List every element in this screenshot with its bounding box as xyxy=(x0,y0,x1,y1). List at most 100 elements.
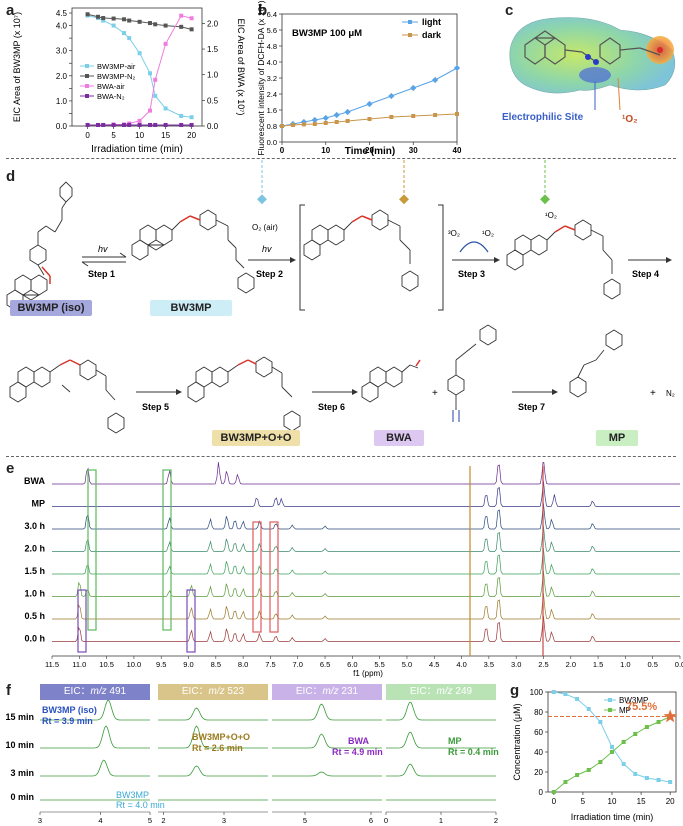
g-point xyxy=(563,692,568,696)
a-ytick-left-label: 3.0 xyxy=(56,47,68,56)
singlet-oxygen-label: ¹O₂ xyxy=(622,114,638,125)
chart-b-title: BW3MP 100 μM xyxy=(292,28,362,39)
nmr-row-label: 0.5 h xyxy=(24,611,45,621)
chart-a-ylabel-left: EIC Area of BW3MP (x 10⁷) xyxy=(12,12,22,122)
g-ytick-label: 80 xyxy=(534,708,543,717)
b-point xyxy=(334,120,339,124)
nmr-xtick-label: 0.0 xyxy=(675,660,683,669)
a-point xyxy=(179,13,184,18)
eic-tick-label: 5 xyxy=(303,816,307,825)
singlet-o2: ¹O₂ xyxy=(482,229,494,238)
nmr-xtick-label: 2.0 xyxy=(566,660,576,669)
g-point xyxy=(598,760,603,764)
b-point xyxy=(322,114,329,122)
ann-mp-rt: Rt = 0.4 min xyxy=(448,747,499,757)
a-point xyxy=(127,122,132,127)
a-point xyxy=(163,122,168,127)
chart-g: 0 20 40 60 80 100 0 5 10 15 20 Concentration (μM)… xyxy=(512,688,677,822)
nmr-xtick-label: 5.0 xyxy=(402,660,412,669)
molecule-bwa xyxy=(361,364,419,403)
box-red-1 xyxy=(252,521,262,633)
a-point xyxy=(137,118,142,123)
b-point xyxy=(389,115,394,119)
panel-letter-f: f xyxy=(6,682,11,699)
a-ytick-left-label: 1.0 xyxy=(56,97,68,106)
a-legend-label: BWA-N₂ xyxy=(97,92,125,101)
a-point xyxy=(163,41,168,46)
a-point xyxy=(148,21,152,26)
g-xtick-label: 0 xyxy=(552,797,557,806)
eic-header-1: EIC：m/z 523 xyxy=(158,684,268,700)
g-ytick-label: 60 xyxy=(534,728,543,737)
nmr-spectrum xyxy=(52,480,680,507)
b-ytick-label: 0.0 xyxy=(267,138,277,147)
nmr-xtick-label: 10.0 xyxy=(127,660,142,669)
g-legend-label: BW3MP xyxy=(619,696,648,705)
b-point xyxy=(455,112,459,116)
b-legend-label: dark xyxy=(422,30,442,40)
g-point xyxy=(551,690,556,694)
nmr-row-label: 1.0 h xyxy=(24,589,45,599)
chart-a-frame xyxy=(71,7,203,127)
chart-a-ylabel-right: EIC Area of BWA (x 10⁷) xyxy=(236,19,246,116)
box-red-2 xyxy=(269,521,279,633)
b-legend-marker xyxy=(408,20,412,24)
molecule-bw3mp-iso xyxy=(6,181,73,311)
g-point xyxy=(575,697,580,701)
nmr-xtick-label: 6.0 xyxy=(347,660,357,669)
g-xtick-label: 20 xyxy=(666,797,675,806)
ann-o-o-rt: Rt = 2.6 min xyxy=(192,743,243,753)
a-ytick-right-label: 0.5 xyxy=(207,96,219,105)
b-ytick-label: 3.2 xyxy=(267,74,277,83)
a-point xyxy=(189,122,194,127)
nmr-xtick-label: 1.5 xyxy=(593,660,603,669)
a-ytick-left-label: 2.0 xyxy=(56,72,68,81)
b-xtick-label: 20 xyxy=(365,146,374,155)
nmr-xtick-label: 3.5 xyxy=(484,660,494,669)
panel-letter-b: b xyxy=(258,2,268,19)
nmr-xtick-label: 5.5 xyxy=(374,660,384,669)
step-2: Step 2 xyxy=(256,269,283,279)
tag-bwa: BWA xyxy=(374,430,424,446)
tag-bw3mp-iso: BW3MP (iso) xyxy=(10,300,92,316)
eic-tick-label: 2 xyxy=(161,816,165,825)
eic-trace xyxy=(158,765,268,777)
triplet-o2: ³O₂ xyxy=(448,229,460,238)
ann-mp: MP xyxy=(448,736,462,746)
step-6: Step 6 xyxy=(318,402,345,412)
g-legend-label: MP xyxy=(619,706,631,715)
a-legend-marker xyxy=(85,84,89,88)
nmr-row-label: MP xyxy=(32,499,46,509)
a-point xyxy=(179,113,184,118)
eic-mz: m/z xyxy=(208,686,225,697)
g-point xyxy=(656,720,661,724)
g-point xyxy=(551,790,556,794)
eic-label: EIC： xyxy=(409,686,437,697)
nmr-xtick-label: 3.0 xyxy=(511,660,521,669)
a-legend-marker xyxy=(85,74,89,78)
eic-trace xyxy=(40,725,150,749)
a-ytick-right-label: 1.5 xyxy=(207,45,219,54)
a-point xyxy=(153,77,158,82)
a-xtick-label: 5 xyxy=(111,131,116,140)
eic-value: 231 xyxy=(338,686,359,697)
b-point xyxy=(432,76,439,84)
nmr-xtick-label: 0.5 xyxy=(647,660,657,669)
step-4: Step 4 xyxy=(632,269,659,279)
eic-trace xyxy=(40,700,150,721)
chart-b-xlabel: Time (min) xyxy=(345,146,395,157)
a-point xyxy=(111,16,116,21)
ann-bw3mp-iso-rt: Rt = 3.9 min xyxy=(42,716,93,726)
molecule-mp xyxy=(569,329,623,398)
a-legend-label: BWA-air xyxy=(97,82,125,91)
b-point xyxy=(344,108,351,116)
g-point xyxy=(575,773,580,777)
eic-value: 523 xyxy=(224,686,245,697)
ann-bw3mp-rt: Rt = 4.0 min xyxy=(116,800,165,810)
g-point xyxy=(621,762,626,766)
eic-row-label: 3 min xyxy=(10,768,34,778)
chart-a: 0.0 1.0 2.0 3.0 4.0 4.5 0.0 0.5 1.0 1.5 2.0 0 5 10 1… xyxy=(12,7,246,155)
step-1: Step 1 xyxy=(88,269,115,279)
o2-air: O₂ (air) xyxy=(252,223,278,232)
